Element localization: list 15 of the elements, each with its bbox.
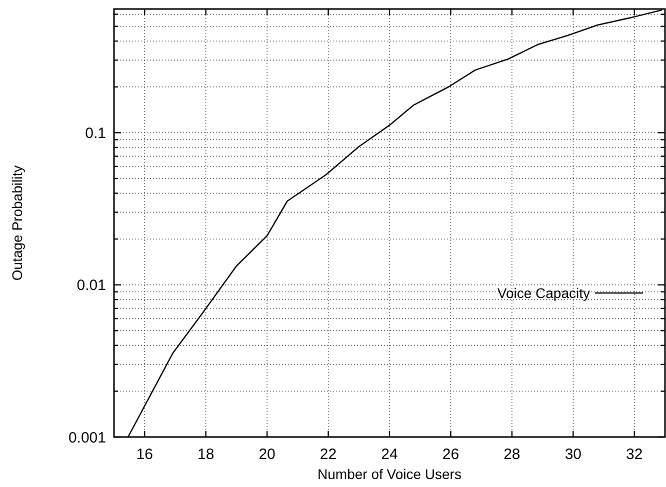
y-tick-label: 0.001	[68, 429, 106, 446]
x-tick-label: 28	[504, 446, 520, 463]
x-tick-label: 26	[442, 446, 460, 463]
x-tick-label: 24	[381, 446, 398, 463]
x-tick-label: 18	[197, 446, 214, 463]
y-tick-label: 0.1	[85, 124, 106, 142]
y-axis-title: Outage Probability	[9, 165, 25, 281]
x-tick-label: 20	[258, 446, 276, 463]
x-tick-label: 32	[626, 446, 643, 463]
x-tick-label: 16	[136, 446, 153, 463]
x-tick-label: 22	[320, 446, 337, 463]
legend-label: Voice Capacity	[497, 284, 590, 301]
x-tick-label: 30	[564, 446, 582, 463]
y-tick-label: 0.01	[76, 277, 106, 294]
x-axis-title: Number of Voice Users	[318, 466, 462, 482]
